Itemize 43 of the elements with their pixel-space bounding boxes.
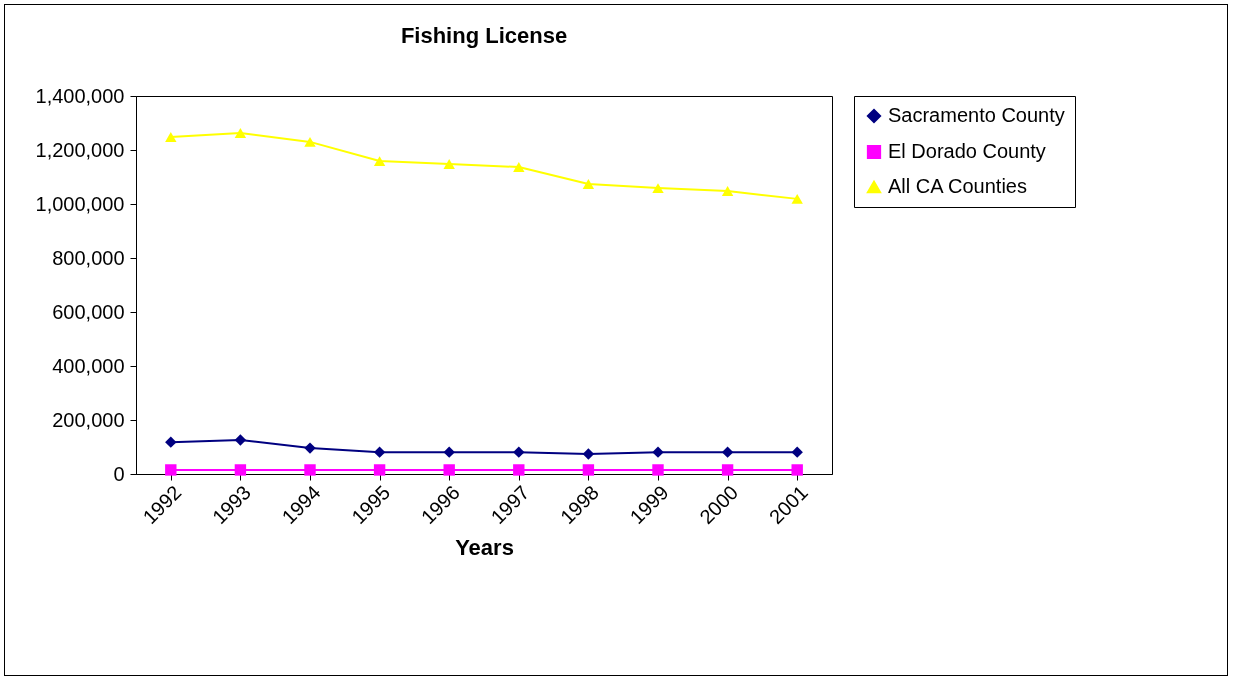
point: [304, 442, 316, 454]
legend-label: El Dorado County: [888, 140, 1046, 162]
point: [582, 464, 595, 476]
chart-title: Fishing License: [400, 23, 568, 48]
point: [791, 446, 803, 458]
x-axis-title: Years: [455, 535, 514, 561]
y-tick-label: 1,400,000: [35, 84, 125, 107]
y-tick-label: 600,000: [52, 300, 125, 323]
point: [513, 162, 525, 172]
point: [721, 186, 734, 196]
point: [443, 159, 455, 169]
point: [373, 446, 386, 458]
point: [652, 464, 664, 476]
point: [791, 464, 803, 476]
point: [652, 446, 664, 458]
point: [373, 464, 386, 476]
y-tick-label: 1,000,000: [35, 192, 125, 215]
point: [652, 183, 664, 194]
point: [373, 156, 386, 167]
point: [165, 464, 177, 476]
point: [165, 132, 177, 142]
y-tick-label: 200,000: [52, 408, 125, 431]
point: [443, 464, 455, 476]
point: [234, 128, 247, 138]
legend-label: All CA Counties: [888, 175, 1027, 197]
y-tick-label: 0: [113, 462, 125, 485]
point: [443, 446, 455, 458]
y-tick-label: 400,000: [52, 354, 125, 377]
point: [721, 464, 734, 476]
point: [721, 446, 734, 458]
point: [582, 448, 595, 460]
point: [513, 464, 525, 476]
point: [304, 136, 316, 147]
y-tick-label: 1,200,000: [35, 138, 125, 161]
point: [304, 464, 316, 476]
point: [513, 446, 525, 458]
legend-label: Sacramento County: [888, 104, 1065, 126]
point: [165, 436, 177, 448]
point: [582, 179, 595, 189]
y-tick-label: 800,000: [52, 246, 125, 269]
point: [234, 464, 247, 476]
point: [791, 193, 803, 204]
point: [234, 434, 247, 446]
